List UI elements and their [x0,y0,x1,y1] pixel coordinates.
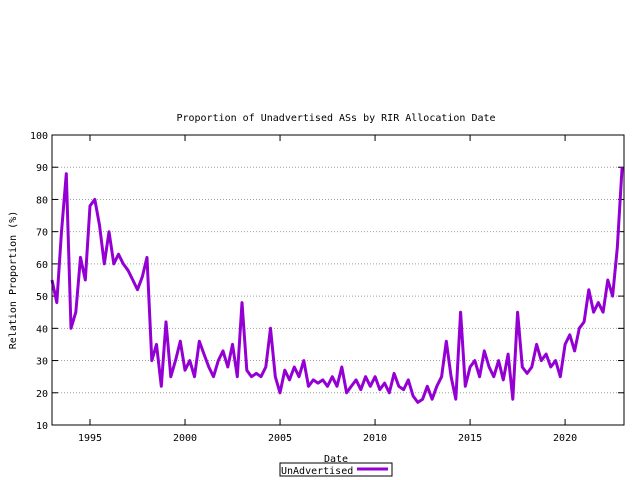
x-axis-label: Date [324,454,348,465]
y-tick-label: 10 [36,421,48,432]
plot-border [51,134,625,426]
y-tick-label: 70 [36,228,48,239]
y-axis-label: Relation Proportion (%) [8,211,19,349]
y-tick-label: 20 [36,389,48,400]
x-tick-label: 2005 [268,433,292,444]
series-line-unadvertised [50,167,624,404]
y-tick-label: 50 [36,292,48,303]
legend-box [279,462,393,477]
grid [52,166,624,394]
x-axis: 1995 2000 2005 2010 2015 2020 [78,135,577,444]
x-tick-label: 1995 [78,433,102,444]
y-tick-label: 60 [36,260,48,271]
legend: UnAdvertised [279,462,393,477]
x-tick-label: 2015 [458,433,482,444]
x-tick-label: 2010 [363,433,387,444]
x-tick-label: 2000 [173,433,197,444]
y-tick-label: 30 [36,357,48,368]
x-tick-label: 2020 [553,433,577,444]
chart-title: Proportion of Unadvertised ASs by RIR Al… [176,113,495,124]
y-tick-label: 100 [30,131,48,142]
y-tick-label: 90 [36,163,48,174]
y-tick-label: 80 [36,195,48,206]
legend-label: UnAdvertised [281,466,353,477]
y-tick-label: 40 [36,324,48,335]
